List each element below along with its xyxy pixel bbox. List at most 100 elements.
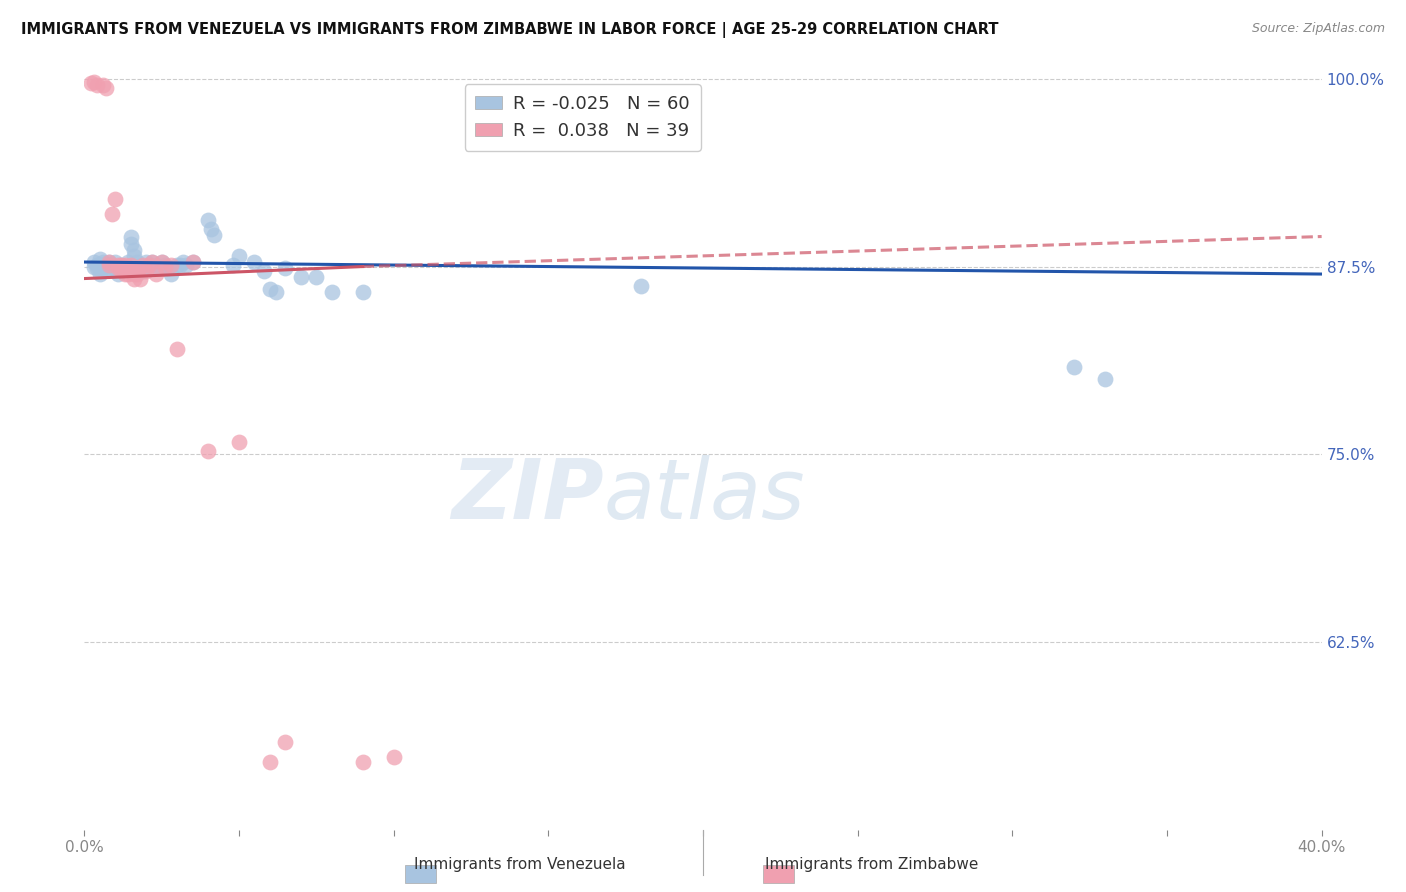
Point — [148, 260, 170, 275]
Point — [110, 258, 132, 272]
Point — [153, 260, 176, 274]
Point — [104, 255, 127, 269]
Point — [305, 270, 328, 285]
Point — [104, 260, 127, 275]
Point — [117, 267, 139, 281]
Point — [138, 258, 160, 272]
Point — [160, 267, 183, 281]
Point — [98, 260, 121, 275]
Point — [141, 255, 163, 269]
Point — [264, 285, 287, 299]
Point — [132, 264, 155, 278]
Point — [181, 255, 204, 269]
Point — [117, 255, 139, 269]
Point — [94, 262, 117, 277]
Point — [202, 227, 225, 242]
Point — [122, 267, 145, 281]
Legend: R = -0.025   N = 60, R =  0.038   N = 39: R = -0.025 N = 60, R = 0.038 N = 39 — [464, 84, 700, 151]
Point — [83, 75, 105, 89]
Point — [197, 444, 219, 458]
Point — [104, 192, 127, 206]
Point — [122, 243, 145, 257]
Point — [382, 750, 405, 764]
Point — [259, 755, 281, 769]
Point — [94, 258, 117, 272]
Point — [153, 258, 176, 272]
Point — [138, 260, 160, 274]
Point — [110, 258, 132, 272]
Point — [125, 267, 148, 281]
Point — [228, 249, 250, 263]
Point — [321, 285, 343, 299]
Point — [274, 260, 297, 275]
Point — [120, 258, 142, 272]
Point — [1063, 360, 1085, 375]
Point — [145, 267, 167, 281]
Point — [89, 256, 111, 270]
Point — [83, 255, 105, 269]
Point — [135, 264, 157, 278]
Point — [253, 264, 276, 278]
Point — [259, 282, 281, 296]
Point — [290, 270, 312, 285]
Text: Source: ZipAtlas.com: Source: ZipAtlas.com — [1251, 22, 1385, 36]
Point — [125, 260, 148, 275]
Point — [172, 255, 194, 269]
Point — [125, 260, 148, 275]
Point — [107, 267, 129, 281]
Point — [630, 279, 652, 293]
Text: Immigrants from Zimbabwe: Immigrants from Zimbabwe — [765, 857, 979, 872]
Text: IMMIGRANTS FROM VENEZUELA VS IMMIGRANTS FROM ZIMBABWE IN LABOR FORCE | AGE 25-29: IMMIGRANTS FROM VENEZUELA VS IMMIGRANTS … — [21, 22, 998, 38]
Point — [166, 342, 188, 356]
Point — [86, 258, 108, 272]
Point — [122, 271, 145, 285]
Point — [129, 258, 152, 272]
Point — [98, 255, 121, 269]
Point — [141, 255, 163, 269]
Point — [169, 258, 191, 272]
Point — [91, 255, 114, 269]
Text: ZIP: ZIP — [451, 456, 605, 536]
Point — [1094, 372, 1116, 386]
Point — [122, 249, 145, 263]
Point — [145, 258, 167, 272]
Point — [200, 222, 222, 236]
Point — [107, 260, 129, 275]
Point — [150, 255, 173, 269]
Point — [181, 255, 204, 269]
Point — [110, 262, 132, 277]
Point — [89, 260, 111, 275]
Point — [86, 260, 108, 275]
Point — [150, 255, 173, 269]
Point — [243, 255, 266, 269]
Point — [91, 260, 114, 274]
Point — [91, 78, 114, 92]
Point — [94, 81, 117, 95]
Point — [79, 76, 101, 90]
Point — [135, 255, 157, 269]
Point — [197, 213, 219, 227]
Point — [274, 735, 297, 749]
Point — [101, 207, 124, 221]
Point — [352, 285, 374, 299]
Point — [132, 258, 155, 272]
Point — [176, 258, 198, 272]
Point — [120, 262, 142, 277]
Point — [129, 271, 152, 285]
Point — [352, 755, 374, 769]
Point — [160, 258, 183, 272]
Point — [222, 258, 245, 272]
Point — [86, 78, 108, 92]
Point — [114, 267, 136, 281]
Point — [83, 260, 105, 274]
Point — [107, 258, 129, 272]
Point — [228, 435, 250, 450]
Point — [89, 267, 111, 281]
Point — [120, 229, 142, 244]
Text: atlas: atlas — [605, 456, 806, 536]
Point — [114, 260, 136, 275]
Point — [120, 237, 142, 252]
Text: Immigrants from Venezuela: Immigrants from Venezuela — [415, 857, 626, 872]
Point — [101, 258, 124, 272]
Point — [117, 262, 139, 277]
